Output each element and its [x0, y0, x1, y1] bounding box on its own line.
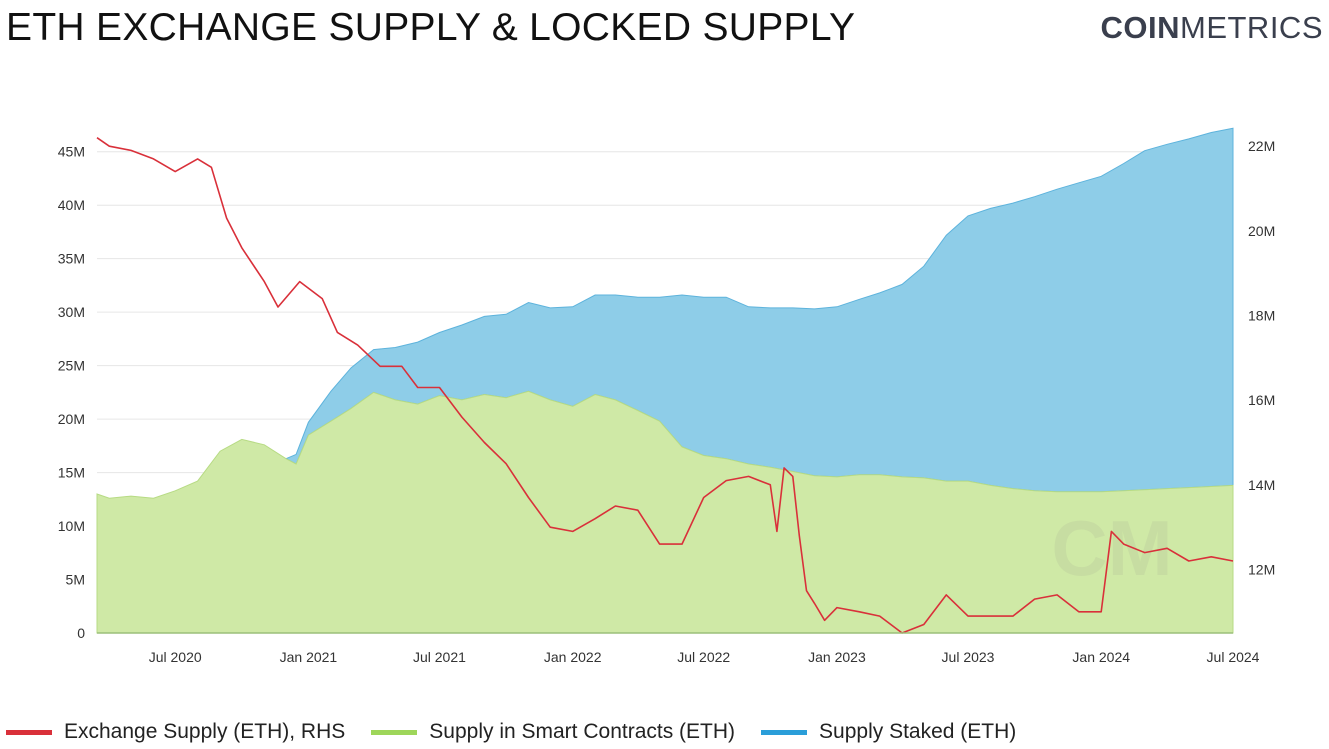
line-series — [96, 137, 1234, 634]
legend-item-supply-staked: Supply Staked (ETH) — [761, 720, 1016, 744]
x-tick-label: Jul 2022 — [677, 649, 730, 665]
smart-contracts-area — [96, 390, 1234, 634]
x-tick-label: Jul 2021 — [413, 649, 466, 665]
y-left-tick-label: 40M — [58, 197, 85, 213]
y-left-tick-label: 30M — [58, 304, 85, 320]
coinmetrics-logo: COINMETRICS — [1101, 10, 1324, 46]
y-right-tick-label: 12M — [1248, 562, 1275, 578]
legend-swatch-exchange-supply — [6, 729, 52, 735]
x-tick-label: Jan 2024 — [1072, 649, 1130, 665]
area-series — [96, 127, 1234, 634]
y-left-tick-label: 25M — [58, 358, 85, 374]
svg-text:CM: CM — [1051, 504, 1172, 592]
logo-light-text: METRICS — [1180, 10, 1323, 45]
x-tick-label: Jan 2022 — [544, 649, 602, 665]
x-tick-label: Jan 2023 — [808, 649, 866, 665]
x-tick-label: Jul 2023 — [942, 649, 995, 665]
axes: 0 5M 10M 15M 20M 25M 30M 35M 40M 45M 12M 14M 16M 18M 2… — [58, 138, 1275, 665]
chart-title: ETH EXCHANGE SUPPLY & LOCKED SUPPLY — [6, 6, 856, 49]
cm-watermark: CM — [1051, 504, 1172, 592]
y-right-tick-label: 16M — [1248, 392, 1275, 408]
x-tick-label: Jul 2024 — [1207, 649, 1260, 665]
logo-bold-text: COIN — [1100, 10, 1180, 45]
y-right-tick-label: 22M — [1248, 138, 1275, 154]
y-left-tick-label: 45M — [58, 144, 85, 160]
legend-label-supply-staked: Supply Staked (ETH) — [819, 720, 1017, 743]
legend-label-smart-contracts: Supply in Smart Contracts (ETH) — [429, 720, 736, 743]
legend-item-exchange-supply: Exchange Supply (ETH), RHS — [6, 720, 345, 744]
y-left-tick-label: 20M — [58, 411, 85, 427]
legend-label-exchange-supply: Exchange Supply (ETH), RHS — [64, 720, 346, 743]
y-right-tick-label: 20M — [1248, 223, 1275, 239]
legend-swatch-supply-staked — [761, 729, 808, 735]
exchange-supply-line — [96, 137, 1234, 634]
x-tick-label: Jul 2020 — [149, 649, 202, 665]
y-right-tick-label: 18M — [1248, 308, 1275, 324]
legend-swatch-smart-contracts — [371, 729, 418, 735]
legend-item-smart-contracts: Supply in Smart Contracts (ETH) — [371, 720, 735, 744]
y-left-tick-label: 5M — [66, 572, 85, 588]
chart-legend: Exchange Supply (ETH), RHS Supply in Sma… — [6, 720, 1042, 744]
y-left-tick-label: 15M — [58, 465, 85, 481]
y-left-tick-label: 0 — [77, 625, 85, 641]
y-left-tick-label: 10M — [58, 518, 85, 534]
y-left-tick-label: 35M — [58, 251, 85, 267]
x-tick-label: Jan 2021 — [280, 649, 338, 665]
y-right-tick-label: 14M — [1248, 477, 1275, 493]
